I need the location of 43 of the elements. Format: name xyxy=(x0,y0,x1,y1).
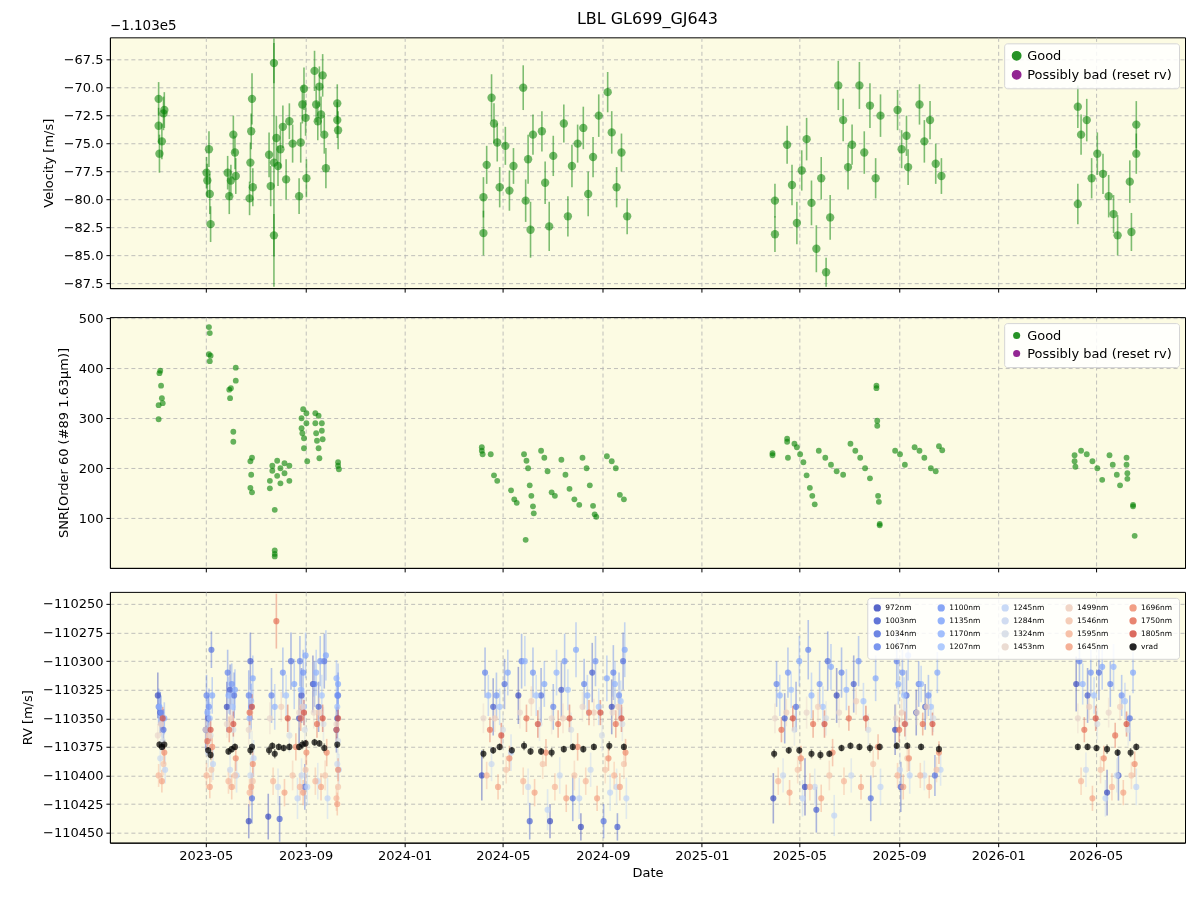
y-tick-label: −110400 xyxy=(43,767,104,783)
x-tick-label: 2024-09 xyxy=(576,848,631,864)
x-tick-label: 2023-09 xyxy=(279,848,334,864)
y-tick-label: −110350 xyxy=(43,710,104,726)
y-tick-label: −77.5 xyxy=(63,164,104,180)
x-tick-label: 2023-05 xyxy=(179,848,234,864)
y-tick-label: −67.5 xyxy=(63,52,104,68)
text: −1.103e5 xyxy=(109,17,177,34)
y-tick-label: 300 xyxy=(78,410,104,426)
y-tick-label: −87.5 xyxy=(63,275,104,291)
y-tick-label: −110375 xyxy=(43,739,104,755)
y-tick-label: −82.5 xyxy=(63,220,104,235)
y-tick-label: −110250 xyxy=(43,596,104,612)
x-tick-label: 2026-01 xyxy=(971,848,1026,864)
y-tick-label: −75.0 xyxy=(63,136,104,152)
x-tick-label: 2025-01 xyxy=(675,848,730,864)
y-tick-label: 200 xyxy=(78,460,104,476)
legend-label: Good xyxy=(1027,47,1062,63)
y-axis-title: Velocity [m/s] xyxy=(40,118,56,208)
chart-title: LBL GL699_GJ643 xyxy=(576,9,719,30)
y-tick-label: −72.5 xyxy=(63,108,104,124)
y-tick-label: −80.0 xyxy=(63,192,104,208)
x-tick-label: 2024-01 xyxy=(378,848,433,864)
legend-label: Possibly bad (reset rv) xyxy=(1027,66,1172,82)
x-tick-label: 2026-05 xyxy=(1069,848,1124,864)
y-tick-label: −85.0 xyxy=(63,247,104,263)
x-tick-label: 2024-05 xyxy=(476,848,531,864)
legend-label: Possibly bad (reset rv) xyxy=(1027,345,1172,361)
y-tick-label: −110275 xyxy=(43,625,104,641)
y-tick-label: 500 xyxy=(78,310,104,326)
y-axis-title: SNR[Order 60 (#89 1.63μm)] xyxy=(55,347,71,539)
y-tick-label: −70.0 xyxy=(63,80,104,96)
x-tick-label: 2025-05 xyxy=(772,848,827,864)
y-tick-label: 400 xyxy=(78,360,104,376)
y-tick-label: −110425 xyxy=(43,796,104,812)
legend-label: Good xyxy=(1027,327,1062,343)
y-axis-title: RV [m/s] xyxy=(19,690,35,746)
y-tick-label: −110300 xyxy=(43,653,104,669)
y-tick-label: 100 xyxy=(78,510,104,526)
x-tick-label: 2025-09 xyxy=(872,848,927,864)
y-tick-label: −110325 xyxy=(43,682,104,698)
x-axis-title: Date xyxy=(632,865,664,881)
y-tick-label: −110450 xyxy=(43,825,104,841)
